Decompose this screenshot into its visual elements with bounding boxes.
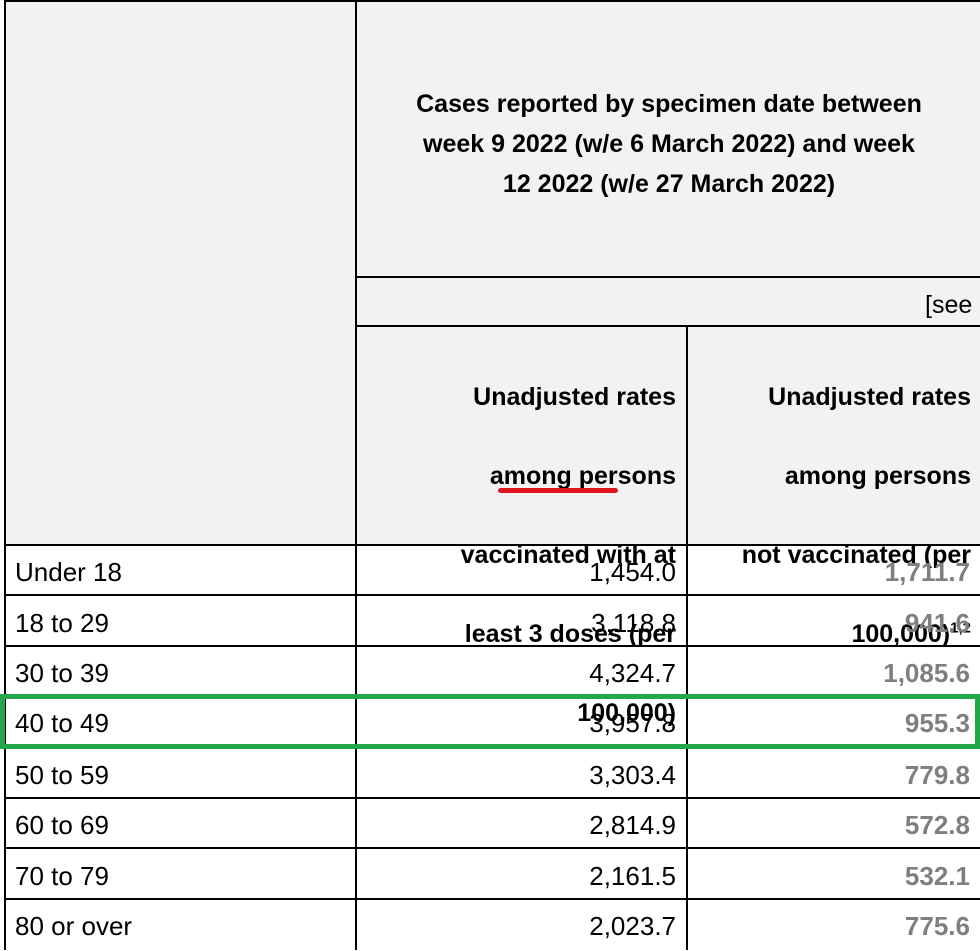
vaccinated-rate-cell: 1,454.0 bbox=[589, 557, 676, 587]
age-group-cell: 40 to 49 bbox=[15, 708, 109, 738]
vaccinated-rate-cell: 4,324.7 bbox=[589, 658, 676, 688]
col1-header-cell bbox=[357, 327, 687, 545]
age-group-cell: Under 18 bbox=[15, 557, 122, 587]
unvaccinated-rate-cell: 779.8 bbox=[904, 760, 970, 790]
table-row: 50 to 59 3,303.4 779.8 bbox=[0, 750, 980, 798]
age-group-cell: 18 to 29 bbox=[15, 608, 109, 638]
line-under-header bbox=[5, 544, 980, 546]
row-line bbox=[5, 797, 980, 799]
col2-header: Unadjusted rates among persons not vacci… bbox=[690, 338, 971, 694]
unvaccinated-rate-cell: 572.8 bbox=[904, 810, 970, 840]
table-row: 60 to 69 2,814.9 572.8 bbox=[0, 800, 980, 848]
unvaccinated-rate-cell: 775.6 bbox=[904, 911, 970, 941]
unvaccinated-rate-cell: 955.3 bbox=[904, 708, 970, 738]
table-row: 80 or over 2,023.7 775.6 bbox=[0, 901, 980, 949]
red-underline bbox=[498, 488, 618, 493]
vaccinated-rate-cell: 3,957.8 bbox=[589, 708, 676, 738]
age-group-cell: 30 to 39 bbox=[15, 658, 109, 688]
table-row: Under 18 1,454.0 1,711.7 bbox=[0, 547, 980, 595]
group-header-title: Cases reported by specimen date between … bbox=[416, 90, 922, 198]
col1-header-line: 100,000) bbox=[577, 698, 676, 727]
vaccinated-rate-cell: 3,303.4 bbox=[589, 760, 676, 790]
footnote-ref: 1,2 bbox=[950, 619, 971, 637]
line-under-group bbox=[356, 276, 980, 278]
age-group-cell: 80 or over bbox=[15, 911, 133, 941]
table-row-highlighted: 40 to 49 3,957.8 955.3 bbox=[0, 698, 980, 746]
age-group-cell: 60 to 69 bbox=[15, 810, 109, 840]
header-stub-cell bbox=[5, 0, 356, 545]
age-group-cell: 70 to 79 bbox=[15, 861, 109, 891]
col1-header-line: least 3 doses (per bbox=[464, 619, 676, 648]
divider-cols bbox=[686, 326, 688, 950]
vaccinated-rate-cell: 3,118.8 bbox=[591, 608, 676, 638]
col1-header: Unadjusted rates among persons vaccinate… bbox=[360, 338, 676, 773]
col1-header-line: vaccinated with at bbox=[460, 540, 676, 569]
col2-header-line: 100,000)1,2 bbox=[690, 615, 971, 655]
note-row-cell bbox=[357, 278, 980, 326]
col1-header-line: among persons bbox=[489, 461, 676, 490]
unvaccinated-rate-cell: 532.1 bbox=[904, 861, 970, 891]
table-row: 18 to 29 3,118.8 941.6 bbox=[0, 598, 980, 646]
divider-stub bbox=[355, 0, 357, 950]
age-group-cell: 50 to 59 bbox=[15, 760, 109, 790]
row-line bbox=[5, 645, 980, 647]
unvaccinated-rate-cell: 1,711.7 bbox=[884, 557, 970, 587]
table-row: 30 to 39 4,324.7 1,085.6 bbox=[0, 648, 980, 696]
col1-header-line: Unadjusted rates bbox=[473, 382, 676, 411]
row-line bbox=[5, 898, 980, 900]
group-header-cell bbox=[357, 0, 980, 277]
col2-header-line: not vaccinated (per bbox=[741, 540, 971, 569]
col2-header-line: among persons bbox=[784, 461, 971, 490]
col2-header-line: Unadjusted rates bbox=[768, 382, 971, 411]
unvaccinated-rate-cell: 1,085.6 bbox=[883, 658, 970, 688]
top-border bbox=[5, 0, 980, 2]
unvaccinated-rate-cell: 941.6 bbox=[904, 608, 970, 638]
col2-header-cell bbox=[688, 327, 980, 545]
left-border bbox=[4, 0, 6, 950]
table-row: 70 to 79 2,161.5 532.1 bbox=[0, 851, 980, 899]
vaccinated-rate-cell: 2,161.5 bbox=[589, 861, 676, 891]
vaccinated-rate-cell: 2,814.9 bbox=[589, 810, 676, 840]
row-line bbox=[5, 847, 980, 849]
col2-header-line-text: 100,000) bbox=[851, 619, 951, 648]
row-highlight-box bbox=[0, 694, 980, 749]
vaccinated-rate-cell: 2,023.7 bbox=[589, 911, 676, 941]
line-under-note bbox=[356, 325, 980, 327]
row-line bbox=[5, 594, 980, 596]
note-reference: [see bbox=[925, 291, 973, 319]
